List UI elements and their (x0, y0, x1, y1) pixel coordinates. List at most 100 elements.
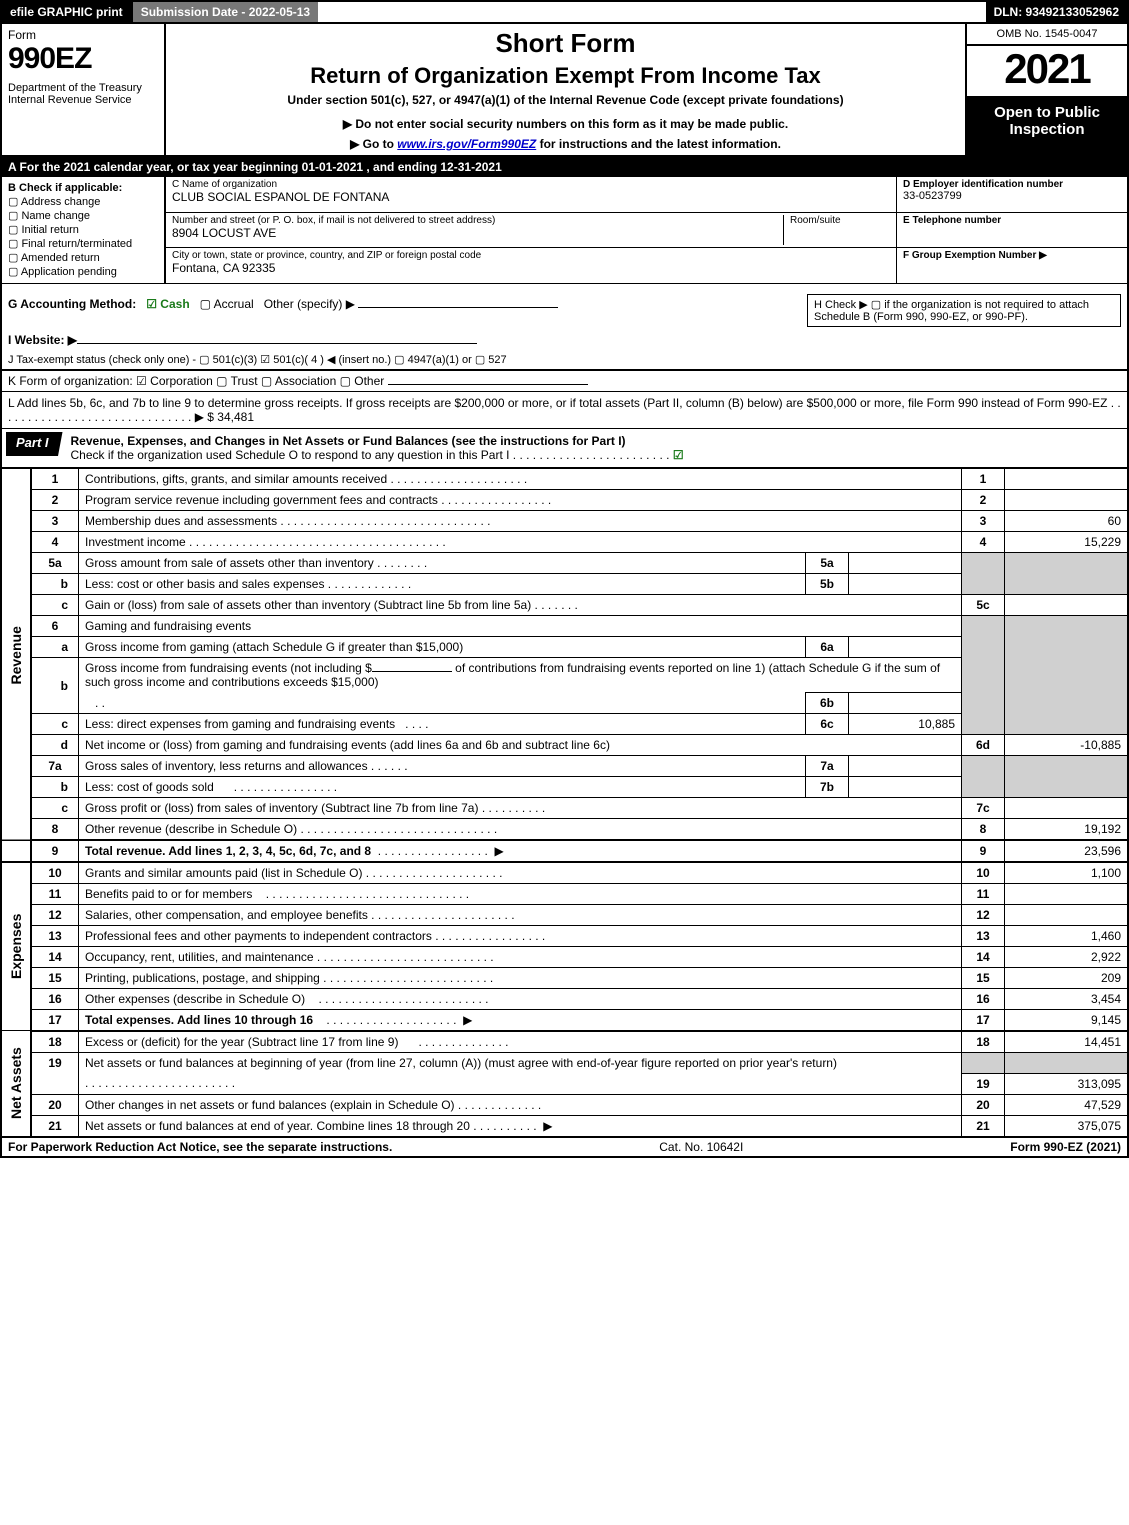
line5b-desc: Less: cost or other basis and sales expe… (79, 574, 806, 595)
line10-desc: Grants and similar amounts paid (list in… (79, 862, 962, 884)
efile-label: efile GRAPHIC print (2, 2, 131, 22)
line5a-desc: Gross amount from sale of assets other t… (79, 553, 806, 574)
header-right: OMB No. 1545-0047 2021 Open to Public In… (965, 24, 1127, 155)
box-c-street: Number and street (or P. O. box, if mail… (172, 215, 783, 246)
goto-line: ▶ Go to www.irs.gov/Form990EZ for instru… (174, 137, 957, 151)
line6c-desc: Less: direct expenses from gaming and fu… (79, 714, 806, 735)
line6d-val: -10,885 (1005, 735, 1129, 756)
header-left: Form 990EZ Department of the Treasury In… (2, 24, 166, 155)
form-title: Return of Organization Exempt From Incom… (174, 63, 957, 89)
org-street: 8904 LOCUST AVE (172, 226, 783, 240)
line2-val (1005, 490, 1129, 511)
submission-date: Submission Date - 2022-05-13 (131, 2, 318, 22)
form-header: Form 990EZ Department of the Treasury In… (0, 24, 1129, 157)
line9-desc: Total revenue. Add lines 1, 2, 3, 4, 5c,… (79, 840, 962, 862)
form-word: Form (8, 28, 158, 42)
b-label: B Check if applicable: (8, 182, 158, 194)
form-number: 990EZ (8, 42, 158, 76)
line19-val: 313,095 (1005, 1073, 1129, 1094)
box-c-city: City or town, state or province, country… (166, 248, 896, 283)
line7a-val (849, 756, 962, 777)
line13-val: 1,460 (1005, 926, 1129, 947)
line11-val (1005, 884, 1129, 905)
row-a-calendar-year: A For the 2021 calendar year, or tax yea… (0, 157, 1129, 177)
gross-receipts: $ 34,481 (207, 410, 254, 424)
line2-desc: Program service revenue including govern… (79, 490, 962, 511)
section-bcdef: B Check if applicable: ▢ Address change … (0, 177, 1129, 284)
chk-accrual[interactable]: ▢ Accrual (200, 297, 254, 311)
part1-title: Revenue, Expenses, and Changes in Net As… (71, 434, 626, 448)
row-g: G Accounting Method: ☑ Cash ▢ Accrual Ot… (8, 297, 558, 311)
chk-name[interactable]: ▢ Name change (8, 209, 158, 222)
line1-desc: Contributions, gifts, grants, and simila… (79, 469, 962, 490)
line18-desc: Excess or (deficit) for the year (Subtra… (79, 1031, 962, 1053)
line1-val (1005, 469, 1129, 490)
line20-desc: Other changes in net assets or fund bala… (79, 1094, 962, 1115)
line11-desc: Benefits paid to or for members . . . . … (79, 884, 962, 905)
line4-desc: Investment income . . . . . . . . . . . … (79, 532, 962, 553)
page-footer: For Paperwork Reduction Act Notice, see … (0, 1137, 1129, 1158)
line12-desc: Salaries, other compensation, and employ… (79, 905, 962, 926)
row-k: K Form of organization: ☑ Corporation ▢ … (0, 370, 1129, 392)
box-d-ein: D Employer identification number 33-0523… (897, 177, 1127, 213)
side-revenue: Revenue (1, 469, 31, 841)
top-bar: efile GRAPHIC print Submission Date - 20… (0, 0, 1129, 24)
line9-val: 23,596 (1005, 840, 1129, 862)
section-ghij: G Accounting Method: ☑ Cash ▢ Accrual Ot… (0, 284, 1129, 370)
line3-val: 60 (1005, 511, 1129, 532)
chk-amended[interactable]: ▢ Amended return (8, 251, 158, 264)
line8-val: 19,192 (1005, 819, 1129, 841)
line4-val: 15,229 (1005, 532, 1129, 553)
part1-check[interactable]: ☑ (673, 448, 692, 462)
line5a-val (849, 553, 962, 574)
line7b-val (849, 777, 962, 798)
section-b: B Check if applicable: ▢ Address change … (2, 177, 166, 283)
under-section: Under section 501(c), 527, or 4947(a)(1)… (174, 93, 957, 107)
chk-initial[interactable]: ▢ Initial return (8, 223, 158, 236)
row-l: L Add lines 5b, 6c, and 7b to line 9 to … (0, 392, 1129, 429)
footer-cat: Cat. No. 10642I (392, 1140, 1010, 1154)
other-org-input[interactable] (388, 384, 588, 385)
line6d-desc: Net income or (loss) from gaming and fun… (79, 735, 962, 756)
section-cde: C Name of organization CLUB SOCIAL ESPAN… (166, 177, 1127, 283)
website-input[interactable] (77, 343, 477, 344)
line14-desc: Occupancy, rent, utilities, and maintena… (79, 947, 962, 968)
chk-final[interactable]: ▢ Final return/terminated (8, 237, 158, 250)
box-e-tel: E Telephone number (897, 213, 1127, 249)
chk-pending[interactable]: ▢ Application pending (8, 265, 158, 278)
row-h: H Check ▶ ▢ if the organization is not r… (807, 294, 1121, 327)
line15-val: 209 (1005, 968, 1129, 989)
line5c-desc: Gain or (loss) from sale of assets other… (79, 595, 962, 616)
line10-val: 1,100 (1005, 862, 1129, 884)
footer-form: Form 990-EZ (2021) (1010, 1140, 1121, 1154)
side-netassets: Net Assets (1, 1031, 31, 1136)
open-public: Open to Public Inspection (967, 98, 1127, 155)
line6-desc: Gaming and fundraising events (79, 616, 962, 637)
chk-address[interactable]: ▢ Address change (8, 195, 158, 208)
line3-desc: Membership dues and assessments . . . . … (79, 511, 962, 532)
line6b-desc: Gross income from fundraising events (no… (79, 658, 962, 693)
line20-val: 47,529 (1005, 1094, 1129, 1115)
line16-val: 3,454 (1005, 989, 1129, 1010)
part1-table: Revenue 1 Contributions, gifts, grants, … (0, 468, 1129, 1137)
chk-cash[interactable]: ☑ Cash (146, 297, 189, 311)
line15-desc: Printing, publications, postage, and shi… (79, 968, 962, 989)
line5b-val (849, 574, 962, 595)
irs-link[interactable]: www.irs.gov/Form990EZ (397, 137, 536, 151)
dln-label: DLN: 93492133052962 (986, 2, 1127, 22)
line17-desc: Total expenses. Add lines 10 through 16 … (79, 1010, 962, 1032)
line19-desc: Net assets or fund balances at beginning… (79, 1053, 962, 1074)
footer-left: For Paperwork Reduction Act Notice, see … (8, 1140, 392, 1154)
line7b-desc: Less: cost of goods sold . . . . . . . .… (79, 777, 806, 798)
line6a-val (849, 637, 962, 658)
row-j: J Tax-exempt status (check only one) - ▢… (2, 350, 1127, 370)
box-room: Room/suite (783, 215, 890, 246)
other-method-input[interactable] (358, 307, 558, 308)
omb-number: OMB No. 1545-0047 (967, 24, 1127, 46)
tax-year: 2021 (967, 46, 1127, 98)
line17-val: 9,145 (1005, 1010, 1129, 1032)
line6b-val (849, 693, 962, 714)
line5c-val (1005, 595, 1129, 616)
part1-tab: Part I (6, 432, 63, 456)
line6c-val: 10,885 (849, 714, 962, 735)
